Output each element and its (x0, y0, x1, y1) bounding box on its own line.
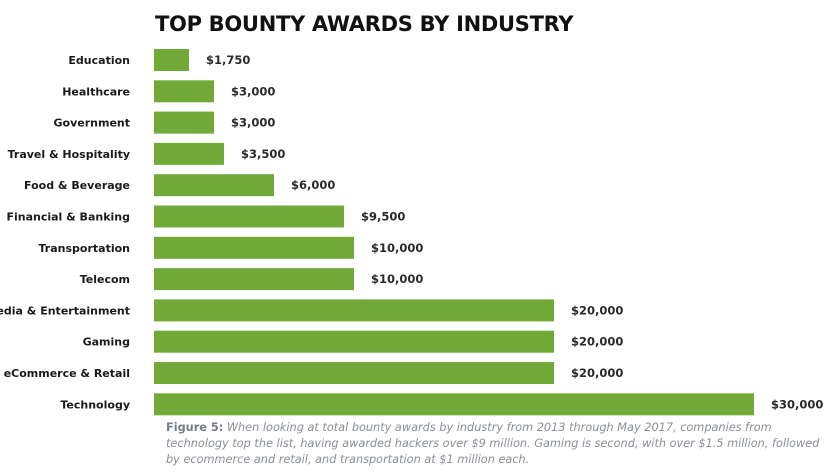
chart-title: TOP BOUNTY AWARDS BY INDUSTRY (155, 12, 574, 36)
bar-chart: Education $1,750 Healthcare $3,000 Governmen… (0, 49, 823, 416)
category-label-telecom: Telecom (80, 273, 130, 286)
bar-telecom (154, 268, 354, 291)
bar-travel-hospitality (154, 142, 224, 165)
bar-government (154, 111, 214, 134)
category-label-ecommerce-retail: eCommerce & Retail (4, 367, 130, 380)
value-label-ecommerce-retail: $20,000 (571, 366, 623, 380)
bar-financial-banking (154, 205, 344, 228)
bar-ecommerce-retail (154, 362, 554, 384)
category-label-technology: Technology (60, 398, 130, 411)
category-label-media-entertainment: Media & Entertainment (0, 304, 130, 317)
value-label-gaming: $20,000 (571, 335, 623, 349)
caption-label: Figure 5: (166, 421, 224, 434)
value-label-telecom: $10,000 (371, 272, 423, 286)
bar-transportation (154, 236, 354, 259)
value-label-media-entertainment: $20,000 (571, 303, 623, 317)
category-label-transportation: Transportation (39, 242, 130, 255)
category-label-gaming: Gaming (83, 336, 130, 349)
value-label-food-beverage: $6,000 (291, 178, 335, 192)
category-label-healthcare: Healthcare (62, 85, 130, 98)
value-label-education: $1,750 (206, 53, 250, 67)
bar-gaming (154, 330, 554, 353)
bar-healthcare (154, 80, 214, 103)
bar-food-beverage (154, 174, 274, 197)
category-label-food-beverage: Food & Beverage (24, 179, 130, 192)
category-label-financial-banking: Financial & Banking (6, 211, 130, 224)
value-label-transportation: $10,000 (371, 241, 423, 255)
category-label-travel-hospitality: Travel & Hospitality (8, 148, 130, 161)
category-label-education: Education (68, 54, 130, 67)
bar-education (154, 49, 189, 71)
bar-media-entertainment (154, 299, 554, 322)
value-label-travel-hospitality: $3,500 (241, 147, 285, 161)
caption-text: When looking at total bounty awards by i… (166, 421, 820, 466)
figure-caption: Figure 5: When looking at total bounty a… (166, 420, 826, 468)
category-label-government: Government (54, 117, 130, 130)
value-label-financial-banking: $9,500 (361, 210, 405, 224)
bar-technology (154, 393, 754, 416)
value-label-healthcare: $3,000 (231, 84, 275, 98)
value-label-government: $3,000 (231, 116, 275, 130)
value-label-technology: $30,000 (771, 397, 823, 411)
